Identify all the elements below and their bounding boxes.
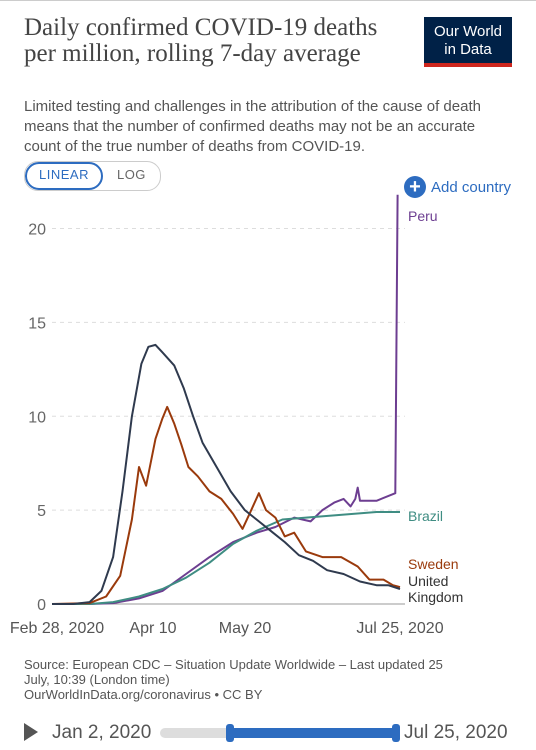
y-tick-label: 10 <box>28 409 46 426</box>
source-line-1: Source: European CDC – Situation Update … <box>24 657 443 672</box>
logo-accent-bar <box>424 63 512 67</box>
series-line-sweden <box>51 405 401 605</box>
owid-logo[interactable]: Our World in Data <box>424 17 512 67</box>
logo-line-2: in Data <box>444 41 492 58</box>
series-line-peru <box>52 194 399 605</box>
source-line-2: July, 10:39 (London time) <box>24 672 170 687</box>
series-label: United <box>408 573 448 589</box>
y-tick-label: 0 <box>37 597 46 614</box>
y-tick-label: 20 <box>28 222 46 239</box>
timeline: Jan 2, 2020 Jul 25, 2020 <box>0 716 536 750</box>
log-scale-button[interactable]: LOG <box>116 167 146 182</box>
series-line-brazil <box>52 511 400 605</box>
y-tick-label: 5 <box>37 503 46 520</box>
chart-title: Daily confirmed COVID-19 deaths per mill… <box>24 14 378 67</box>
scale-toggle: LINEAR LOG <box>24 161 161 191</box>
logo-line-1: Our World <box>433 23 503 40</box>
series-line-united-kingdom <box>52 343 401 605</box>
play-icon[interactable] <box>24 723 38 741</box>
x-tick-label: Jul 25, 2020 <box>356 620 443 637</box>
series-label: Kingdom <box>408 589 463 605</box>
timeline-start-handle[interactable] <box>226 724 234 742</box>
chart-subtitle: Limited testing and challenges in the at… <box>24 98 481 155</box>
timeline-end-label: Jul 25, 2020 <box>404 722 508 743</box>
timeline-selected-range <box>230 728 396 738</box>
add-country-button[interactable]: + Add country <box>404 176 511 198</box>
source-link[interactable]: OurWorldInData.org/coronavirus • CC BY <box>24 687 263 702</box>
y-tick-label: 15 <box>28 315 46 332</box>
add-country-label: Add country <box>431 178 512 196</box>
timeline-end-handle[interactable] <box>392 724 400 742</box>
timeline-track[interactable] <box>160 724 400 742</box>
series-label: Brazil <box>408 508 443 524</box>
line-chart: 0 5 10 15 20 Feb 28, 2020 Apr 10 May 20 Jul 25, … <box>10 194 463 637</box>
x-tick-label: Apr 10 <box>129 620 176 637</box>
source-note: Source: European CDC – Situation Update … <box>24 657 504 702</box>
linear-scale-button[interactable]: LINEAR <box>25 162 103 190</box>
x-tick-label: May 20 <box>219 620 272 637</box>
series-label: Sweden <box>408 556 459 572</box>
timeline-start-label: Jan 2, 2020 <box>52 722 152 743</box>
x-tick-label: Feb 28, 2020 <box>10 620 104 637</box>
series-label: Peru <box>408 208 438 224</box>
plus-circle-icon: + <box>404 176 426 198</box>
